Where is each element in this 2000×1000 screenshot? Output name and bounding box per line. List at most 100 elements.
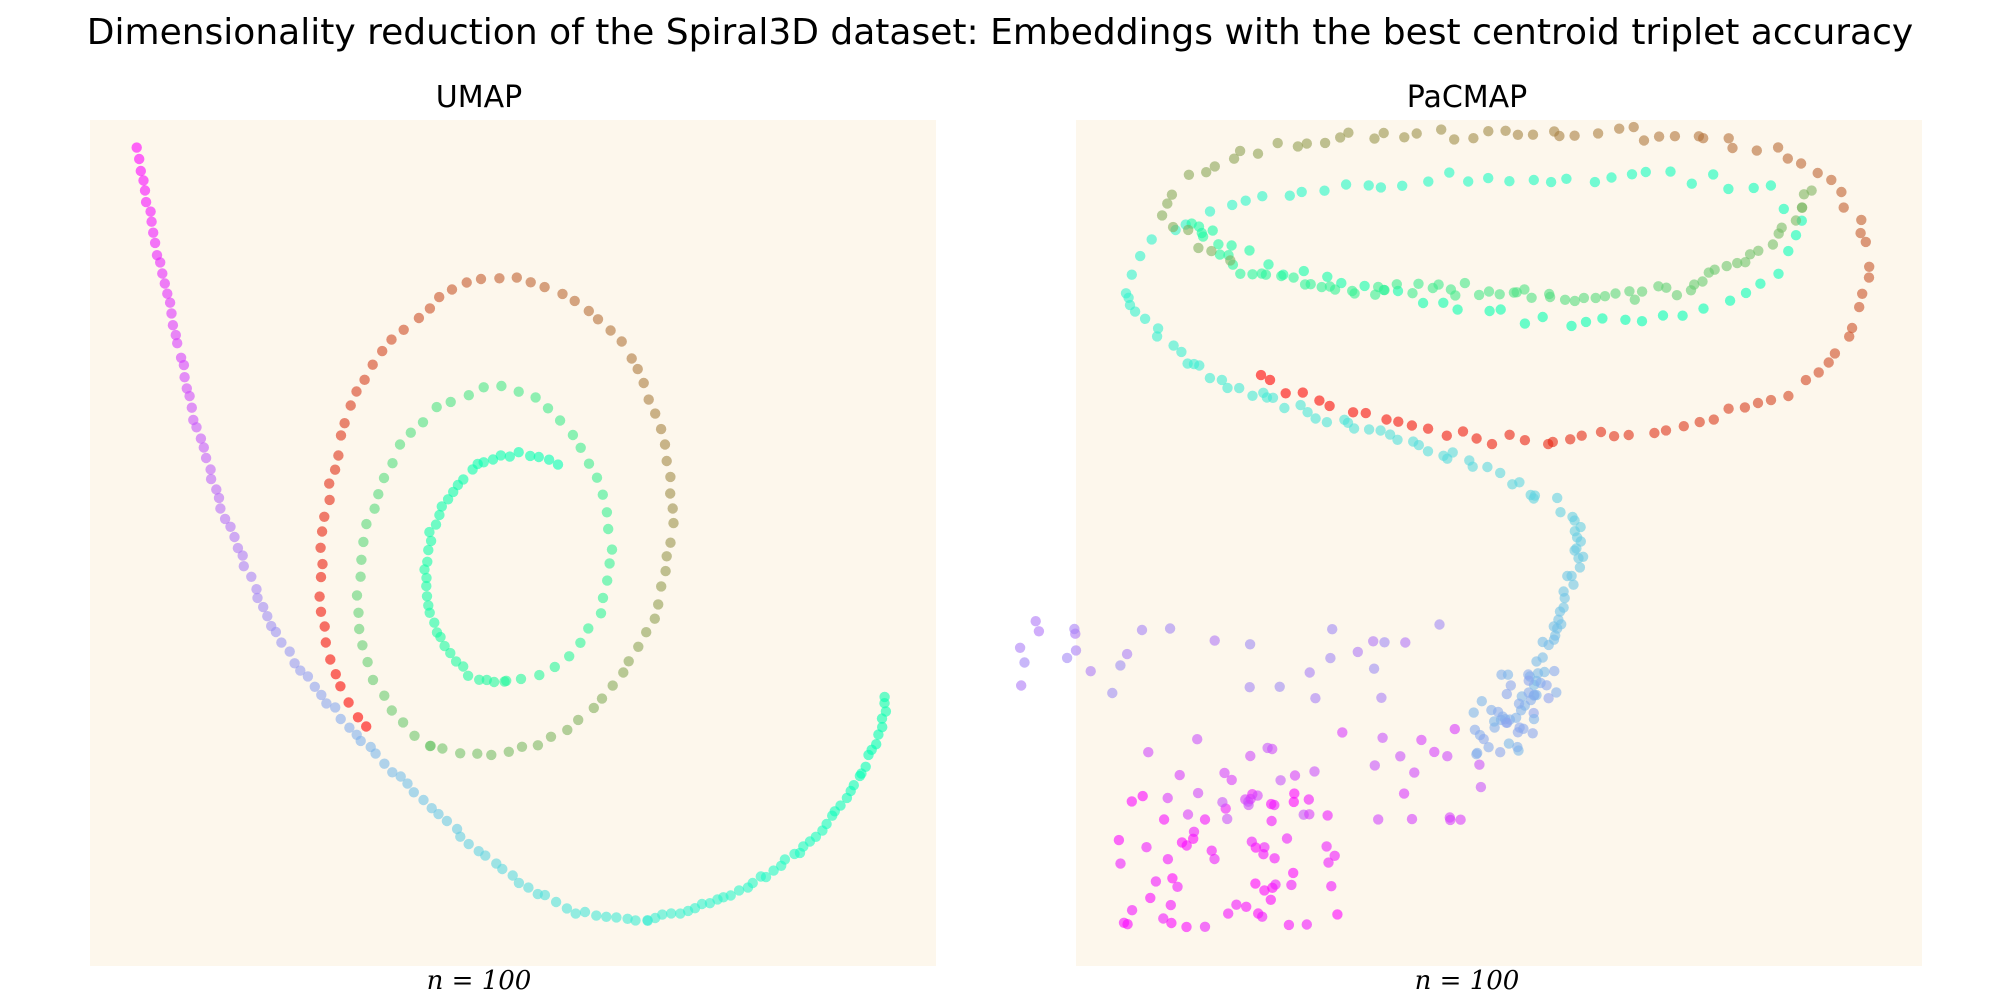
scatter-point	[302, 671, 314, 682]
scatter-point	[499, 676, 510, 687]
scatter-point	[1279, 402, 1290, 414]
scatter-point	[1606, 172, 1617, 183]
scatter-point	[1438, 297, 1449, 308]
scatter-point	[1697, 276, 1708, 287]
scatter-point	[1576, 430, 1587, 441]
scatter-point	[1297, 387, 1309, 398]
scatter-point	[1552, 492, 1563, 504]
scatter-point	[409, 730, 420, 741]
scatter-point	[1085, 666, 1096, 677]
scatter-point	[1139, 313, 1151, 324]
scatter-point	[1449, 723, 1461, 735]
scatter-point	[1209, 635, 1220, 646]
scatter-point	[446, 284, 458, 295]
scatter-point	[747, 877, 758, 889]
scatter-point	[195, 433, 207, 444]
scatter-point	[1778, 203, 1790, 215]
scatter-point	[205, 464, 216, 475]
scatter-point	[1449, 134, 1460, 145]
scatter-point	[561, 903, 573, 914]
scatter-point	[1319, 137, 1331, 149]
scatter-point	[1723, 183, 1734, 195]
scatter-point	[321, 698, 332, 709]
scatter-point	[656, 581, 667, 592]
scatter-point	[1269, 853, 1280, 864]
scatter-point	[1569, 130, 1580, 141]
scatter-point	[1158, 913, 1169, 924]
scatter-point	[1327, 624, 1338, 635]
scatter-point	[733, 885, 745, 896]
scatter-point	[1856, 214, 1867, 226]
scatter-point	[597, 489, 608, 500]
scatter-point	[1558, 586, 1569, 597]
scatter-point	[433, 808, 444, 820]
scatter-point	[1359, 280, 1370, 292]
scatter-point	[335, 430, 347, 441]
scatter-point	[354, 623, 365, 635]
scatter-point	[1829, 348, 1841, 359]
scatter-point	[579, 906, 591, 918]
scatter-point	[633, 641, 644, 652]
scatter-point	[1724, 295, 1736, 306]
scatter-point	[157, 268, 168, 279]
scatter-point	[1709, 264, 1720, 275]
scatter-point	[1455, 814, 1466, 825]
scatter-point	[421, 572, 432, 584]
scatter-point	[324, 478, 335, 489]
scatter-point	[622, 913, 633, 924]
scatter-point	[1504, 176, 1515, 187]
scatter-point	[289, 658, 300, 669]
scatter-point	[1247, 390, 1258, 401]
scatter-point	[1740, 287, 1752, 299]
scatter-point	[552, 459, 564, 470]
scatter-point	[1723, 133, 1734, 144]
scatter-point	[569, 295, 580, 307]
scatter-point	[1322, 810, 1333, 821]
scatter-point	[344, 722, 355, 733]
scatter-point	[657, 909, 668, 920]
scatter-point	[1222, 813, 1233, 825]
scatter-point	[641, 627, 652, 638]
scatter-point	[1325, 652, 1336, 664]
scatter-point	[314, 591, 325, 602]
scatter-point	[1457, 426, 1469, 437]
scatter-point	[1755, 278, 1766, 289]
scatter-point	[430, 519, 442, 530]
scatter-point	[618, 667, 629, 678]
pacmap-points	[1014, 121, 1875, 933]
scatter-point	[1444, 167, 1455, 178]
scatter-point	[369, 503, 380, 514]
scatter-point	[367, 674, 379, 686]
scatter-point	[166, 308, 177, 319]
scatter-point	[1765, 394, 1777, 406]
scatter-point	[167, 320, 179, 331]
scatter-point	[252, 592, 263, 604]
scatter-point	[525, 450, 536, 462]
scatter-point	[666, 908, 677, 919]
scatter-point	[1176, 346, 1187, 358]
scatter-point	[1459, 277, 1471, 289]
scatter-point	[319, 621, 330, 632]
scatter-point	[1800, 374, 1812, 386]
scatter-point	[1640, 166, 1652, 178]
scatter-point	[1192, 787, 1204, 799]
scatter-point	[1207, 225, 1218, 236]
scatter-point	[1549, 665, 1560, 677]
scatter-point	[880, 706, 892, 717]
scatter-point	[435, 631, 446, 643]
scatter-point	[557, 288, 568, 300]
scatter-point	[1483, 172, 1494, 184]
scatter-point	[575, 442, 586, 453]
scatter-point	[542, 403, 554, 414]
scatter-point	[1812, 167, 1823, 179]
scatter-point	[1708, 169, 1719, 180]
scatter-point	[1244, 682, 1255, 693]
scatter-point	[1257, 911, 1268, 922]
scatter-point	[1126, 905, 1138, 916]
scatter-point	[1332, 909, 1343, 920]
scatter-point	[1628, 121, 1639, 133]
scatter-point	[1329, 850, 1340, 861]
scatter-point	[1694, 416, 1705, 428]
scatter-point	[1182, 358, 1193, 369]
scatter-point	[1183, 169, 1195, 180]
